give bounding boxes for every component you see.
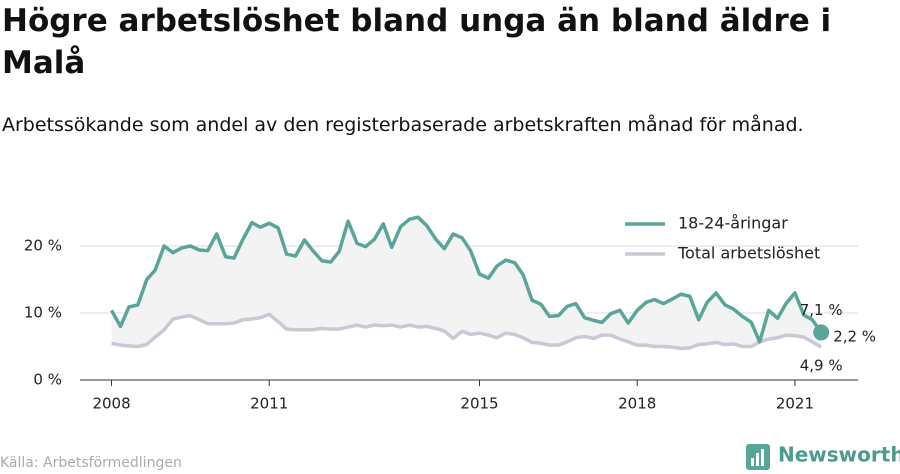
x-tick-label: 2021 (776, 395, 814, 413)
y-tick-label: 20 % (24, 237, 62, 255)
series-line (111, 312, 823, 351)
x-tick-label: 2011 (250, 395, 288, 413)
legend-label: 18-24-åringar (678, 214, 788, 233)
logo-bar (756, 453, 759, 466)
logo-bar (761, 449, 764, 466)
annotation: 4,9 % (800, 357, 843, 375)
y-tick-label: 0 % (33, 371, 62, 389)
annotation: 7,1 % (800, 301, 843, 319)
logo-bar (751, 458, 754, 466)
source: Källa: Arbetsförmedlingen (0, 455, 182, 471)
gap-area (111, 217, 822, 349)
annotation: 2,2 % (833, 327, 876, 345)
chart-title: Högre arbetslöshet bland unga än bland ä… (2, 3, 832, 81)
end-dot (813, 324, 830, 341)
chart-subtitle: Arbetssökande som andel av den registerb… (2, 114, 804, 136)
y-tick-label: 10 % (24, 304, 62, 322)
legend-label: Total arbetslöshet (677, 244, 820, 263)
brand: Newsworthy (778, 443, 900, 467)
logo: Newsworthy (746, 443, 900, 470)
x-tick-label: 2015 (460, 395, 498, 413)
series-line (110, 215, 823, 344)
x-tick-label: 2018 (618, 395, 656, 413)
x-tick-label: 2008 (92, 395, 130, 413)
